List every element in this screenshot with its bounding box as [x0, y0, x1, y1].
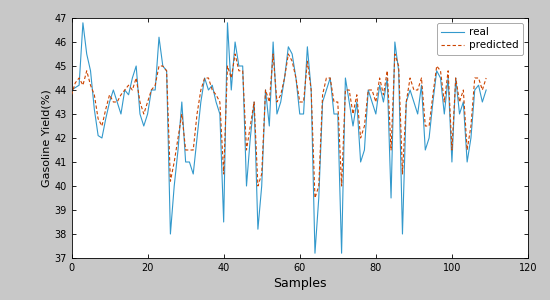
real	[262, 88, 269, 92]
predicted	[368, 88, 375, 92]
Line: predicted: predicted	[72, 54, 486, 198]
predicted	[464, 148, 470, 152]
predicted	[312, 196, 318, 200]
predicted	[479, 88, 486, 92]
real	[274, 112, 280, 116]
real	[368, 100, 375, 104]
predicted	[262, 88, 269, 92]
real	[80, 21, 86, 25]
predicted	[68, 93, 75, 97]
real	[479, 100, 486, 104]
X-axis label: Samples: Samples	[273, 277, 327, 290]
real	[68, 88, 75, 92]
real	[194, 136, 200, 140]
real	[312, 251, 318, 255]
Y-axis label: Gasoline Yield(%): Gasoline Yield(%)	[41, 89, 52, 187]
predicted	[483, 76, 490, 80]
predicted	[274, 100, 280, 104]
predicted	[232, 52, 238, 56]
predicted	[190, 148, 196, 152]
Legend: real, predicted: real, predicted	[437, 23, 523, 55]
real	[483, 88, 490, 92]
Line: real: real	[72, 23, 486, 253]
real	[464, 160, 470, 164]
